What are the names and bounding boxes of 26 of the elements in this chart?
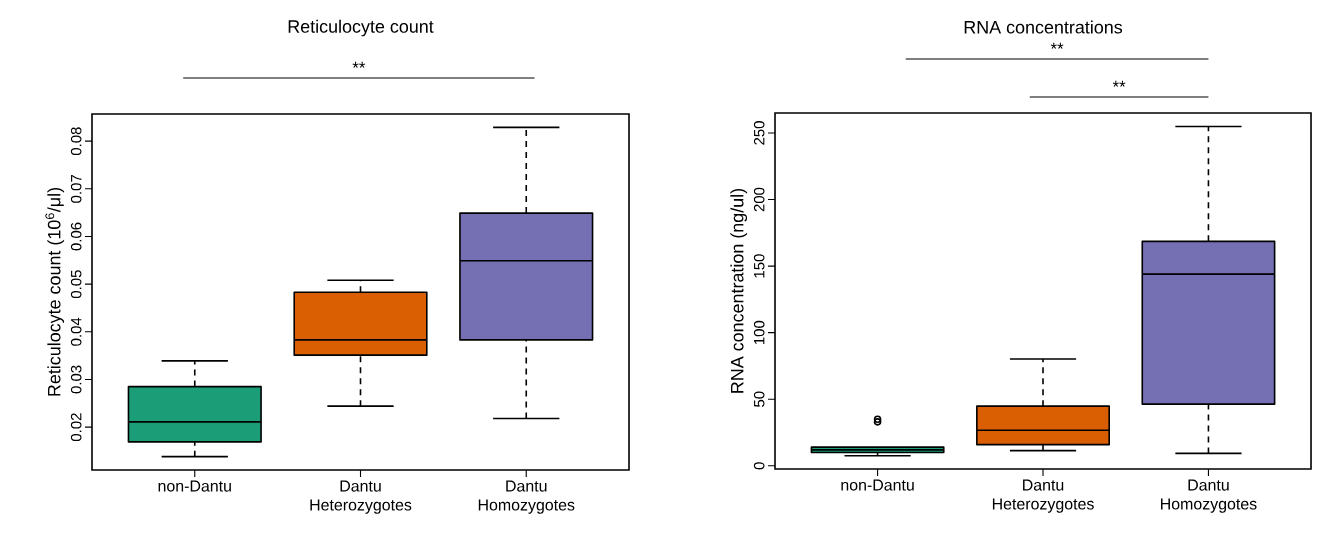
y-tick-label: 0.02 <box>70 413 82 442</box>
chart-title: RNA concentrations <box>964 20 1123 34</box>
y-tick-label: 250 <box>753 121 765 145</box>
y-tick-label: 0.06 <box>70 222 82 251</box>
text: ** <box>1050 42 1064 49</box>
x-tick-label: Dantu Homozygotes <box>478 480 575 514</box>
y-tick-label: 0.03 <box>70 365 82 394</box>
y-tick-label: 50 <box>753 391 765 407</box>
text: ** <box>352 61 366 68</box>
y-tick-label: 150 <box>753 254 765 278</box>
y-tick-label: 0 <box>753 462 765 470</box>
x-tick-label: Dantu Homozygotes <box>1161 479 1257 513</box>
y-tick-label: 0.04 <box>70 317 82 346</box>
chart-title: Reticulocyte count <box>288 19 434 37</box>
y-tick-label: 0.05 <box>70 270 82 299</box>
y-tick-label: 0.07 <box>70 175 82 203</box>
y-tick-label: 200 <box>753 187 765 212</box>
x-tick-label: non-Dantu <box>158 480 231 492</box>
y-tick-label: 0.08 <box>70 127 82 156</box>
x-tick-label: Dantu Heterozygotes <box>992 479 1094 513</box>
y-axis-title: RNA concentration (ng/ul) <box>730 188 748 393</box>
x-tick-label: non-Dantu <box>841 479 914 491</box>
text: ** <box>1112 80 1126 87</box>
x-tick-label: Dantu Heterozygotes <box>310 480 412 514</box>
y-axis-title: Reticulocyte count (10$^{6}$/μl) <box>45 188 65 396</box>
y-tick-label: 100 <box>753 320 765 344</box>
